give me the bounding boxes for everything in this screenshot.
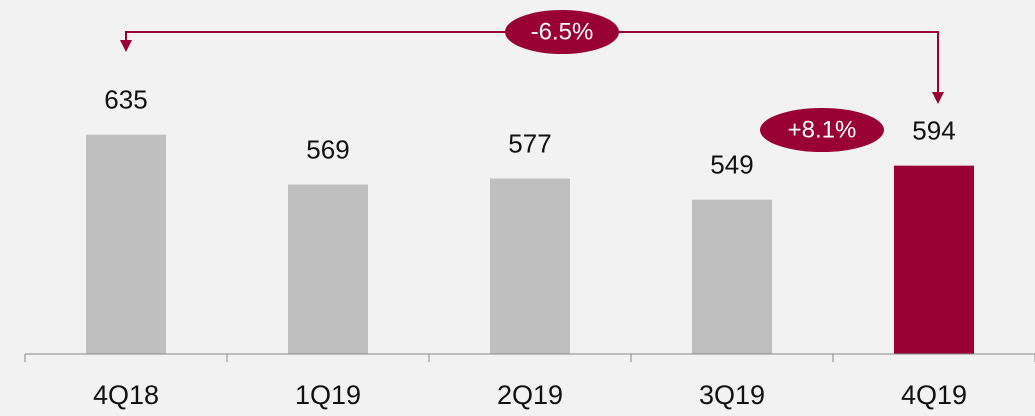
value-label: 635	[104, 85, 147, 115]
annotation: -6.5%	[531, 18, 594, 45]
value-label: 594	[912, 116, 955, 146]
bar	[692, 199, 772, 354]
value-label: 569	[306, 134, 349, 164]
annotation-bubble	[760, 108, 884, 152]
bar	[86, 134, 166, 354]
arrow-head	[932, 92, 944, 104]
arrow-head	[120, 40, 132, 52]
x-tick-label: 1Q19	[295, 380, 361, 410]
annotation: +8.1%	[788, 116, 857, 143]
x-tick-label: 2Q19	[497, 380, 563, 410]
x-tick-label: 4Q19	[901, 380, 967, 410]
bar	[894, 165, 974, 354]
x-tick-label: 3Q19	[699, 380, 765, 410]
value-label: 577	[508, 128, 551, 158]
x-tick-label: 4Q18	[93, 380, 159, 410]
bar	[490, 178, 570, 354]
value-label: 549	[710, 150, 753, 180]
annotation-bubble	[505, 10, 619, 54]
bar	[288, 184, 368, 354]
